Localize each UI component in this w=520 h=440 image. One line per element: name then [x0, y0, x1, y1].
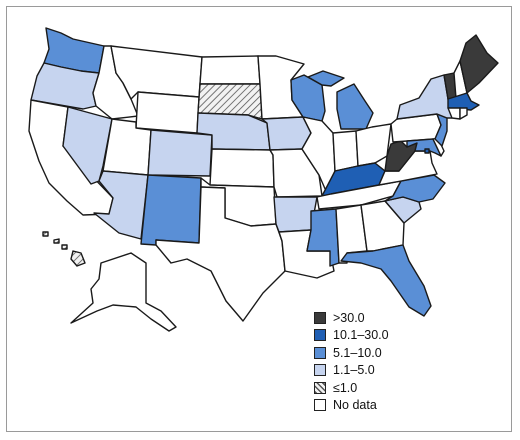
state-IN	[332, 130, 359, 172]
state-RI	[459, 107, 468, 120]
legend-label: No data	[333, 398, 377, 413]
state-WI	[290, 74, 326, 122]
state-HI-4	[42, 231, 49, 237]
legend-swatch	[314, 399, 326, 412]
state-NM	[140, 174, 202, 246]
legend-label: >30.0	[333, 310, 365, 325]
state-ME	[459, 34, 499, 94]
map-frame: >30.0 10.1–30.0 5.1–10.0 1.1–5.0 ≤1.0 No data	[6, 6, 512, 432]
legend-item: 10.1–30.0	[314, 327, 389, 345]
state-KS	[209, 148, 275, 188]
state-AK	[70, 252, 177, 332]
legend-swatch	[314, 346, 326, 359]
state-MI	[336, 83, 374, 130]
state-WY	[135, 91, 200, 134]
state-ND	[199, 55, 261, 85]
legend-label: 5.1–10.0	[333, 345, 382, 360]
legend-item: ≤1.0	[314, 379, 389, 397]
state-DC	[424, 148, 430, 154]
state-MI-up	[307, 70, 345, 87]
legend-swatch	[314, 329, 326, 342]
legend-item: No data	[314, 397, 389, 415]
legend-label: 10.1–30.0	[333, 328, 389, 343]
state-FL	[340, 244, 432, 317]
state-CO	[147, 129, 213, 177]
legend-label: 1.1–5.0	[333, 363, 375, 378]
legend-item: 1.1–5.0	[314, 362, 389, 380]
state-SD	[197, 83, 263, 120]
state-HI-2	[61, 244, 68, 250]
legend-swatch	[314, 311, 326, 324]
us-choropleth-map	[28, 27, 499, 332]
legend-label: ≤1.0	[333, 380, 358, 395]
state-TX	[155, 186, 286, 322]
legend: >30.0 10.1–30.0 5.1–10.0 1.1–5.0 ≤1.0 No data	[314, 309, 389, 414]
state-HI-3	[53, 238, 60, 244]
state-HI	[70, 250, 86, 267]
legend-swatch	[314, 381, 326, 394]
legend-swatch	[314, 364, 326, 377]
state-NY	[396, 74, 453, 120]
legend-item: >30.0	[314, 309, 389, 327]
state-OH	[355, 123, 392, 167]
legend-item: 5.1–10.0	[314, 344, 389, 362]
